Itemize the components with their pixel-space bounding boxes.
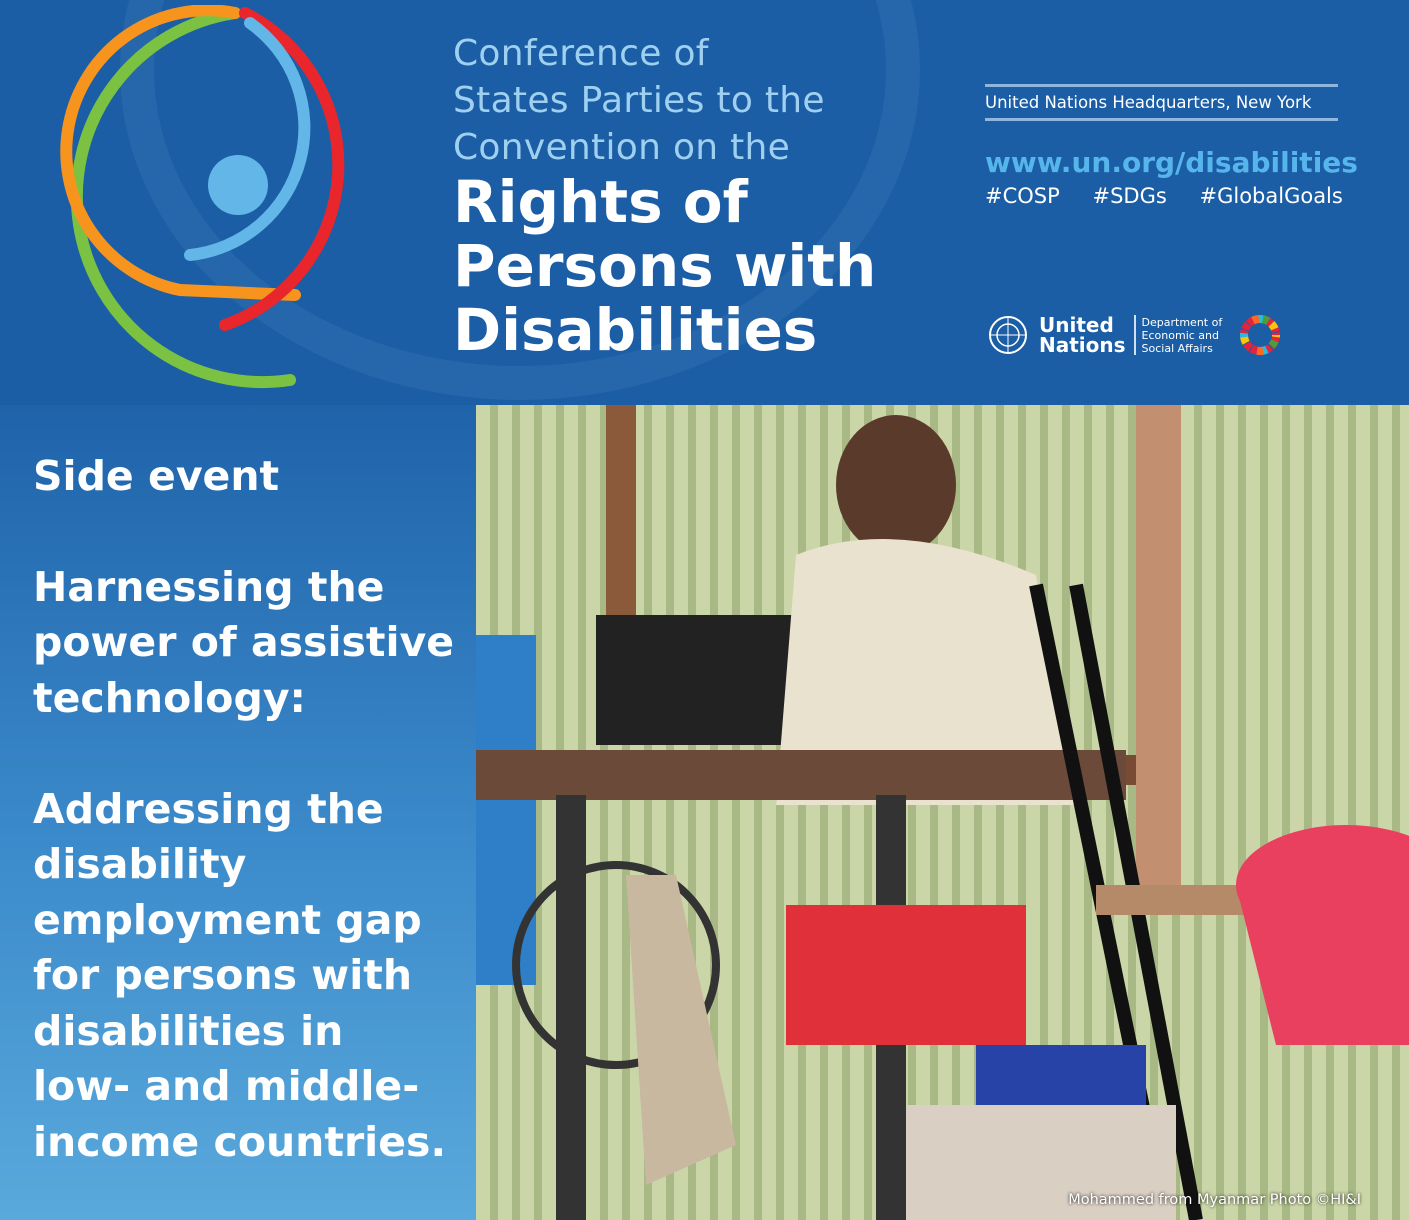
desa-line: Economic and — [1141, 328, 1219, 342]
desa-name: Department of Economic and Social Affair… — [1142, 316, 1223, 355]
un-name-line: United — [1039, 313, 1114, 337]
conference-line: Conference of — [453, 33, 709, 74]
photo-scene — [476, 405, 1409, 1220]
hashtag: #SDGs — [1092, 184, 1167, 208]
topic-line: disabilities in — [33, 1007, 344, 1055]
side-event-label: Side event — [33, 452, 280, 500]
topic-line: for persons with — [33, 951, 413, 999]
cosp-logo-icon — [60, 5, 345, 388]
conference-line: States Parties to the — [453, 80, 825, 121]
desa-line: Social Affairs — [1141, 341, 1213, 355]
subtitle-line: technology: — [33, 674, 306, 722]
topic-line: income countries. — [33, 1118, 447, 1166]
topic-line: low- and middle- — [33, 1062, 420, 1110]
title-line: Persons with — [453, 232, 877, 300]
header-banner: Conference of States Parties to the Conv… — [0, 0, 1409, 405]
sdg-wheel-icon — [1240, 315, 1280, 355]
un-emblem-icon — [989, 316, 1027, 354]
subtitle-line: Harnessing the — [33, 563, 385, 611]
topic-line: Addressing the — [33, 785, 384, 833]
hashtags: #COSP #SDGs #GlobalGoals — [985, 184, 1359, 208]
un-name: United Nations — [1039, 315, 1136, 355]
topic-line: employment gap — [33, 896, 422, 944]
subtitle-line: power of assistive — [33, 618, 455, 666]
un-desa-logo: United Nations Department of Economic an… — [985, 313, 1222, 357]
title-line: Disabilities — [453, 296, 818, 364]
un-name-line: Nations — [1039, 333, 1126, 357]
main-title: Rights of Persons with Disabilities — [453, 170, 876, 362]
conference-line: Convention on the — [453, 127, 791, 168]
hashtag: #COSP — [985, 184, 1060, 208]
side-event-panel: Side event Harnessing the power of assis… — [0, 405, 476, 1220]
photo-caption: Mohammed from Myanmar Photo ©HI&I — [1068, 1192, 1361, 1208]
title-line: Rights of — [453, 168, 748, 236]
website-link[interactable]: www.un.org/disabilities — [985, 146, 1358, 179]
desa-line: Department of — [1141, 315, 1223, 329]
tailor-photo: Mohammed from Myanmar Photo ©HI&I — [476, 405, 1409, 1220]
topic-line: disability — [33, 840, 247, 888]
hashtag: #GlobalGoals — [1199, 184, 1343, 208]
conference-heading: Conference of States Parties to the Conv… — [453, 30, 825, 171]
location-text: United Nations Headquarters, New York — [985, 84, 1338, 121]
